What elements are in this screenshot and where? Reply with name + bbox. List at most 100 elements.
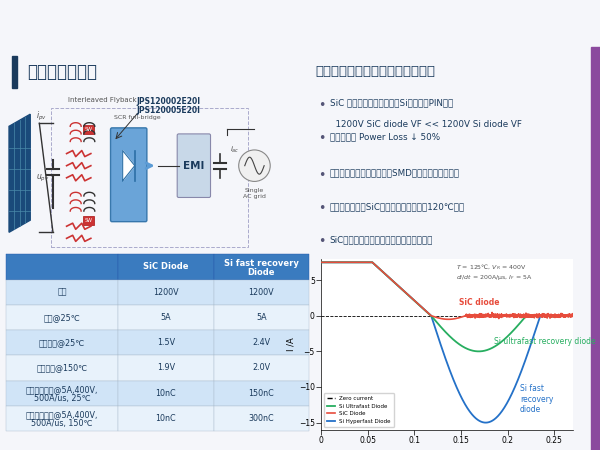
Bar <box>591 47 600 450</box>
Bar <box>214 381 309 406</box>
Text: Si ultrafast recovery diode: Si ultrafast recovery diode <box>494 337 595 346</box>
Text: •: • <box>317 99 325 112</box>
Text: 2.4V: 2.4V <box>252 338 271 347</box>
Text: 电压: 电压 <box>58 288 67 297</box>
Text: 反向恢复电荷@5A,400V,: 反向恢复电荷@5A,400V, <box>26 410 98 419</box>
Text: •: • <box>317 169 325 182</box>
Text: EMI: EMI <box>183 161 205 171</box>
Bar <box>6 330 118 356</box>
Si Hyperfast Diode <box>330 260 337 265</box>
Text: 微型逆变器中碳化硅二极管的优势: 微型逆变器中碳化硅二极管的优势 <box>315 65 435 78</box>
Si Ultrafast Diode <box>440 327 447 333</box>
Text: $i_{ac}$: $i_{ac}$ <box>230 145 240 155</box>
Text: Interleaved Flyback: Interleaved Flyback <box>68 97 137 103</box>
Bar <box>118 279 214 305</box>
Si Hyperfast Diode <box>433 330 440 336</box>
Text: SiC二极管几乎零反向恢复且不随温度变化: SiC二极管几乎零反向恢复且不随温度变化 <box>329 235 433 244</box>
Text: $di/dt$ = 200A/μs, $I_F$ = 5A: $di/dt$ = 200A/μs, $I_F$ = 5A <box>457 273 533 282</box>
Bar <box>6 406 118 431</box>
Bar <box>118 330 214 356</box>
Text: $T$ = 125℃, $V_R$ = 400V: $T$ = 125℃, $V_R$ = 400V <box>457 262 527 272</box>
Text: 较低的损耗和发热可以应用SMD器件，降低生产成本: 较低的损耗和发热可以应用SMD器件，降低生产成本 <box>329 169 460 178</box>
Text: 1200V: 1200V <box>248 288 274 297</box>
Line: Si Ultrafast Diode: Si Ultrafast Diode <box>321 262 573 351</box>
Si Hyperfast Diode <box>569 313 577 319</box>
Text: Diode: Diode <box>248 268 275 277</box>
Bar <box>12 56 17 88</box>
Text: $i_{pv}$: $i_{pv}$ <box>36 110 47 123</box>
Text: SCR full-bridge: SCR full-bridge <box>113 115 160 120</box>
Si Ultrafast Diode <box>516 321 523 326</box>
Bar <box>83 126 94 134</box>
Si Ultrafast Diode <box>433 320 440 325</box>
FancyBboxPatch shape <box>110 128 147 222</box>
Polygon shape <box>9 114 30 232</box>
Bar <box>118 381 214 406</box>
Text: Single
AC grid: Single AC grid <box>243 189 266 199</box>
Bar <box>6 356 118 381</box>
Bar <box>214 356 309 381</box>
Text: 1.9V: 1.9V <box>157 364 175 373</box>
Text: •: • <box>317 235 325 248</box>
Text: 1.5V: 1.5V <box>157 338 175 347</box>
Text: 导通电压@150℃: 导通电压@150℃ <box>37 364 88 373</box>
Text: 1200V SiC diode VF << 1200V Si diode VF: 1200V SiC diode VF << 1200V Si diode VF <box>329 121 521 130</box>
Text: 1200V: 1200V <box>153 288 179 297</box>
SiC Diode <box>440 316 447 322</box>
Text: JPS120002E20I: JPS120002E20I <box>136 97 200 106</box>
SiC Diode <box>445 317 452 322</box>
Si Ultrafast Diode <box>569 313 577 318</box>
Text: Si fast recovery: Si fast recovery <box>224 259 299 268</box>
SiC Diode <box>317 260 325 265</box>
Text: 导通电压@25℃: 导通电压@25℃ <box>39 338 85 347</box>
Bar <box>6 279 118 305</box>
SiC Diode <box>562 314 569 319</box>
Text: 2.0V: 2.0V <box>252 364 271 373</box>
Text: SW: SW <box>85 127 92 132</box>
Text: 500A/us, 25℃: 500A/us, 25℃ <box>34 394 91 403</box>
Si Hyperfast Diode <box>562 313 569 319</box>
Si Ultrafast Diode <box>330 260 337 265</box>
Si Hyperfast Diode <box>317 260 325 265</box>
SiC Diode <box>569 314 577 319</box>
Text: 微型逆变器方案: 微型逆变器方案 <box>27 63 97 81</box>
Text: •: • <box>317 132 325 145</box>
Bar <box>214 305 309 330</box>
Bar <box>52 108 248 248</box>
Text: 反向恢复电荷@5A,400V,: 反向恢复电荷@5A,400V, <box>26 385 98 394</box>
Si Hyperfast Diode <box>482 420 489 425</box>
Bar <box>83 216 94 225</box>
Polygon shape <box>122 151 135 181</box>
Text: 最大负载时贴片SiC二极管结温可控制在120℃以下: 最大负载时贴片SiC二极管结温可控制在120℃以下 <box>329 202 465 211</box>
Y-axis label: I /A: I /A <box>287 338 296 351</box>
Text: 10nC: 10nC <box>155 414 176 423</box>
Text: 500A/us, 150℃: 500A/us, 150℃ <box>31 419 93 428</box>
Bar <box>118 356 214 381</box>
Bar <box>6 305 118 330</box>
SiC Diode <box>516 312 523 318</box>
FancyBboxPatch shape <box>177 134 211 198</box>
Text: 电流@25℃: 电流@25℃ <box>44 313 80 322</box>
Si Hyperfast Diode <box>562 313 569 319</box>
Text: SiC diode: SiC diode <box>459 298 500 307</box>
Bar <box>214 406 309 431</box>
Legend: Zero current, Si Ultrafast Diode, SiC Diode, Si Hyperfast Diode: Zero current, Si Ultrafast Diode, SiC Di… <box>324 393 394 427</box>
Circle shape <box>239 150 270 181</box>
Text: 150nC: 150nC <box>248 389 274 398</box>
Text: 输出二极管 Power Loss ↓ 50%: 输出二极管 Power Loss ↓ 50% <box>329 132 440 141</box>
Bar <box>6 381 118 406</box>
Si Ultrafast Diode <box>317 260 325 265</box>
Line: Si Hyperfast Diode: Si Hyperfast Diode <box>321 262 573 423</box>
Bar <box>214 279 309 305</box>
SiC Diode <box>562 314 569 319</box>
Bar <box>214 330 309 356</box>
Text: SiC 二极管为肖特基结构，Si二极管为PIN结构: SiC 二极管为肖特基结构，Si二极管为PIN结构 <box>329 99 453 108</box>
Bar <box>214 254 309 279</box>
Text: •: • <box>317 202 325 215</box>
Bar <box>118 406 214 431</box>
Si Hyperfast Diode <box>516 373 523 378</box>
Line: SiC Diode: SiC Diode <box>321 262 573 319</box>
Si Ultrafast Diode <box>475 349 482 354</box>
Text: 300nC: 300nC <box>248 414 274 423</box>
Text: Si fast
recovery
diode: Si fast recovery diode <box>520 384 553 414</box>
